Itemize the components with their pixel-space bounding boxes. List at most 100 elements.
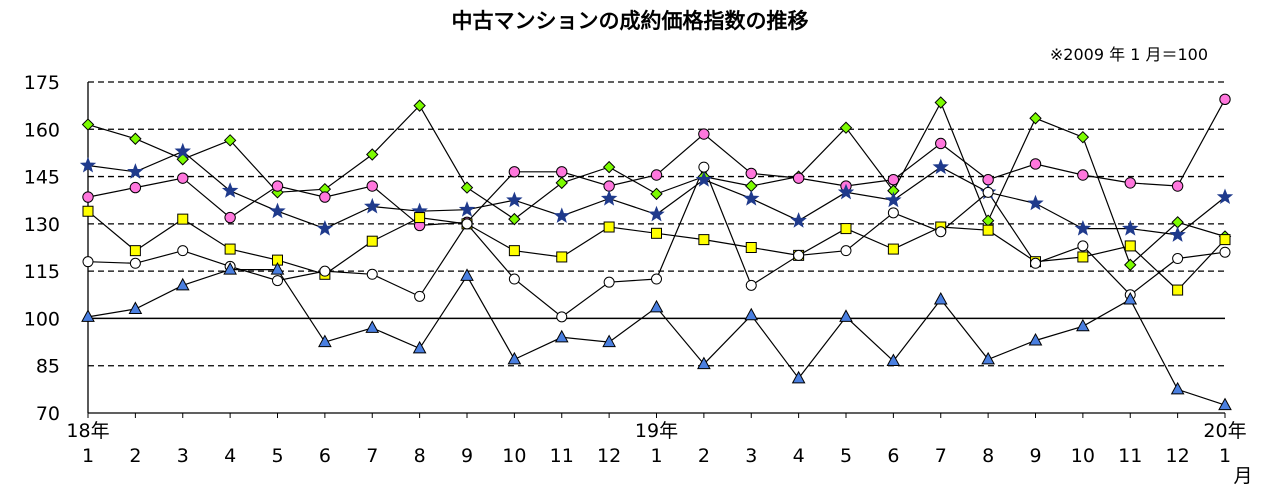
- series-markers: [79, 142, 1234, 242]
- data-point: [554, 329, 569, 343]
- data-point: [508, 273, 520, 285]
- series-markers: [81, 96, 1232, 272]
- x-tick-label: 10: [502, 445, 526, 467]
- data-point: [177, 213, 189, 225]
- y-tick-label: 115: [24, 261, 60, 283]
- data-point: [319, 265, 331, 277]
- data-point: [887, 243, 899, 255]
- data-point: [982, 186, 994, 198]
- data-point: [271, 180, 284, 192]
- data-point: [460, 181, 474, 194]
- x-tick-label: 8: [414, 445, 426, 467]
- y-tick-label: 175: [24, 72, 60, 94]
- x-tick-label: 1: [1219, 445, 1231, 467]
- data-point: [414, 212, 426, 224]
- data-point: [744, 307, 759, 321]
- series-line: [87, 269, 1226, 406]
- data-point: [743, 189, 760, 206]
- data-point: [129, 245, 141, 257]
- data-point: [1077, 169, 1089, 181]
- data-point: [1216, 188, 1234, 204]
- x-tick-label: 12: [597, 445, 621, 467]
- x-tick-label: 2: [698, 445, 710, 467]
- data-point: [129, 132, 142, 145]
- data-point: [1028, 332, 1043, 346]
- data-point: [981, 351, 995, 365]
- data-point: [506, 191, 523, 208]
- data-point: [933, 291, 948, 305]
- data-point: [1122, 219, 1139, 236]
- y-tick-label: 160: [24, 119, 60, 141]
- series-markers: [81, 262, 1232, 411]
- data-point: [82, 205, 94, 217]
- grid: [88, 81, 1225, 367]
- series-markers: [82, 161, 1231, 323]
- data-point: [1074, 219, 1092, 236]
- year-label: 18年: [66, 420, 109, 442]
- data-point: [318, 334, 332, 348]
- data-point: [1076, 130, 1090, 144]
- x-tick-label: 12: [1166, 445, 1190, 467]
- year-label: 20年: [1203, 420, 1246, 442]
- data-point: [508, 212, 521, 226]
- y-tick-label: 70: [36, 403, 60, 425]
- data-point: [602, 334, 616, 348]
- data-point: [651, 227, 662, 239]
- data-point: [224, 211, 236, 224]
- data-point: [79, 156, 97, 173]
- data-point: [982, 224, 994, 236]
- data-point: [129, 181, 142, 194]
- data-point: [1171, 180, 1184, 192]
- data-point: [458, 201, 476, 217]
- data-point: [840, 245, 852, 257]
- series-markers: [82, 93, 1231, 232]
- data-point: [1172, 284, 1184, 296]
- data-point: [413, 99, 426, 112]
- data-point: [1169, 226, 1186, 242]
- x-tick-label: 3: [177, 445, 189, 467]
- data-point: [840, 223, 852, 235]
- data-point: [366, 268, 378, 280]
- data-point: [1124, 258, 1137, 272]
- data-point: [414, 290, 426, 302]
- data-point: [129, 257, 141, 269]
- data-point: [223, 262, 237, 275]
- data-point: [508, 245, 520, 257]
- x-tick-label: 6: [887, 445, 899, 467]
- x-tick-label: 4: [793, 445, 805, 467]
- data-point: [935, 137, 947, 150]
- x-tick-label: 2: [129, 445, 141, 467]
- year-label: 19年: [635, 420, 678, 442]
- data-point: [695, 171, 713, 187]
- data-point: [1124, 240, 1136, 252]
- data-point: [698, 128, 710, 140]
- data-point: [982, 174, 994, 186]
- data-point: [887, 174, 900, 186]
- plot-area: [79, 93, 1234, 411]
- y-tick-label: 85: [36, 356, 60, 378]
- data-point: [366, 235, 378, 247]
- x-tick-label: 6: [319, 445, 331, 467]
- data-point: [1172, 253, 1184, 265]
- data-point: [981, 214, 995, 227]
- data-point: [224, 243, 236, 255]
- data-point: [177, 172, 189, 184]
- data-point: [1030, 257, 1041, 269]
- data-point: [127, 163, 144, 179]
- x-tick-label: 8: [982, 445, 994, 467]
- data-point: [600, 189, 618, 206]
- data-point: [175, 277, 190, 291]
- data-point: [790, 212, 807, 228]
- data-point: [319, 191, 331, 203]
- x-tick-label: 9: [1029, 445, 1041, 467]
- x-tick-label: 1: [82, 445, 94, 467]
- x-tick-label: 7: [366, 445, 378, 467]
- data-point: [1218, 397, 1232, 411]
- data-point: [1123, 291, 1138, 305]
- data-point: [556, 311, 568, 323]
- data-point: [364, 197, 381, 214]
- data-point: [365, 320, 380, 333]
- data-point: [650, 169, 663, 181]
